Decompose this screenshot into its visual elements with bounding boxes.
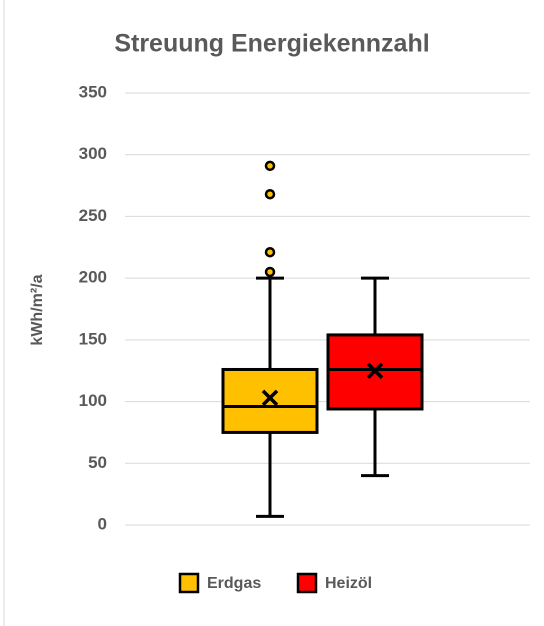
mean-marker bbox=[261, 389, 279, 407]
legend-label: Heizöl bbox=[325, 575, 372, 592]
legend-label: Erdgas bbox=[207, 575, 261, 592]
y-tick-label: 300 bbox=[79, 144, 107, 163]
outlier bbox=[264, 246, 276, 258]
legend-swatch bbox=[296, 572, 318, 594]
y-tick-label: 250 bbox=[79, 206, 107, 225]
legend-swatch bbox=[178, 572, 200, 594]
y-tick-label: 350 bbox=[79, 82, 107, 101]
outlier bbox=[264, 160, 276, 172]
y-tick-label: 200 bbox=[79, 268, 107, 287]
chart-title: Streuung Energiekennzahl bbox=[114, 30, 429, 58]
y-tick-label: 0 bbox=[98, 514, 107, 533]
y-axis-label: kWh/m²/a bbox=[29, 274, 46, 345]
y-tick-label: 150 bbox=[79, 329, 107, 348]
outlier bbox=[264, 266, 276, 278]
y-tick-label: 50 bbox=[88, 453, 107, 472]
box bbox=[221, 367, 319, 434]
y-tick-label: 100 bbox=[79, 391, 107, 410]
outlier bbox=[264, 188, 276, 200]
mean-marker bbox=[366, 362, 384, 379]
